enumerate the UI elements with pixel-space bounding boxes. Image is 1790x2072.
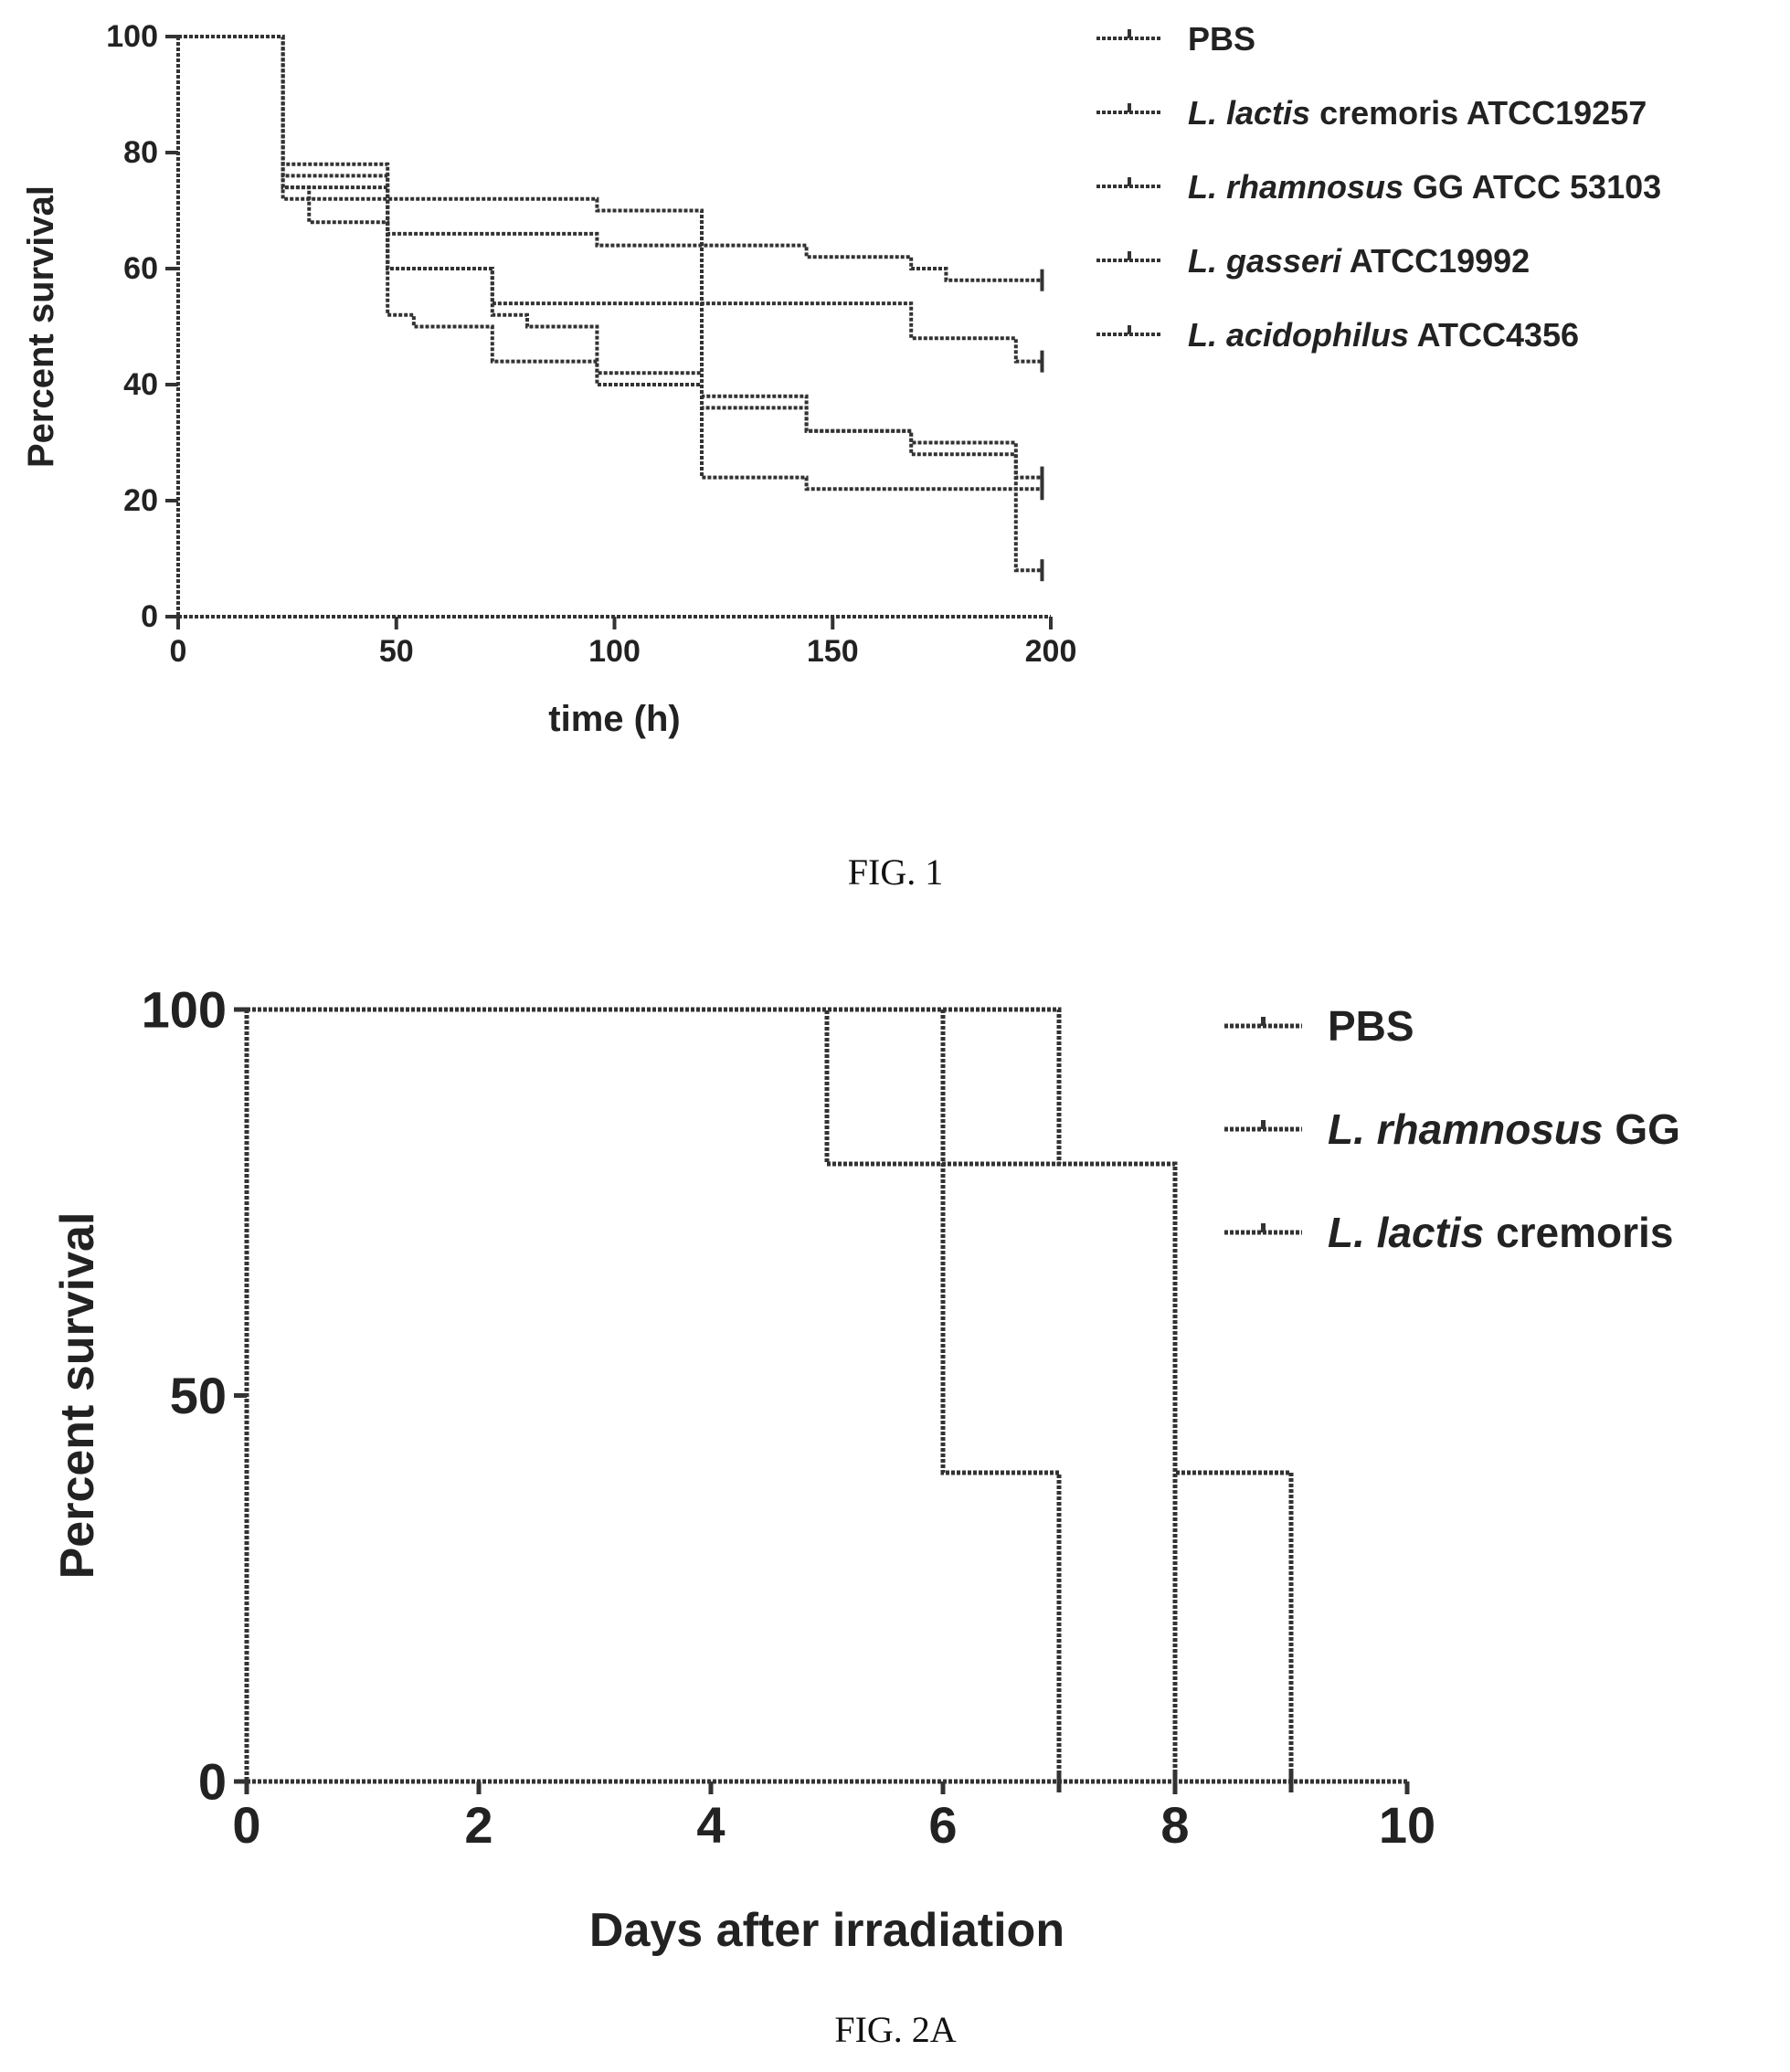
series-line (247, 1007, 1062, 1781)
legend-label: L. lactis cremoris ATCC19257 (1188, 94, 1647, 132)
legend-label-strain: PBS (1328, 1002, 1414, 1050)
x-tick-label: 2 (464, 1796, 493, 1854)
legend-label: L. acidophilus ATCC4356 (1188, 316, 1579, 354)
legend-label-strain: ATCC19992 (1341, 242, 1530, 280)
legend-label-strain: GG ATCC 53103 (1403, 168, 1661, 206)
legend-label-strain: GG (1604, 1105, 1680, 1153)
legend-label-species: L. gasseri (1188, 242, 1342, 280)
legend-label: L. gasseri ATCC19992 (1188, 242, 1530, 280)
legend-label-species: L. rhamnosus (1328, 1105, 1604, 1153)
legend-label: PBS (1188, 20, 1255, 58)
legend-label-strain: cremoris (1484, 1209, 1673, 1256)
x-tick-label: 200 (1025, 634, 1077, 669)
y-tick-label: 100 (142, 981, 227, 1039)
chart-fig2a: 0 50 100 0 2 4 6 8 10 Days after irradiation Perce… (51, 981, 1680, 1958)
legend-label: L. lactis cremoris (1328, 1209, 1673, 1256)
x-tick-label: 10 (1379, 1796, 1435, 1854)
x-tick-label: 8 (1160, 1796, 1189, 1854)
x-tick-label: 0 (170, 634, 187, 669)
series-line (178, 35, 1043, 282)
y-tick-label: 80 (123, 135, 158, 170)
x-tick-label: 6 (928, 1796, 957, 1854)
x-axis-label: time (h) (548, 699, 680, 739)
chart-fig1: 0 20 40 60 80 100 0 50 100 150 200 time (h) Percent … (21, 19, 1661, 739)
legend-label-strain: cremoris ATCC19257 (1310, 94, 1647, 132)
x-tick-label: 4 (696, 1796, 725, 1854)
x-tick-label: 150 (807, 634, 859, 669)
legend-label: L. rhamnosus GG ATCC 53103 (1188, 168, 1661, 206)
legend-label-species: L. acidophilus (1188, 316, 1409, 354)
y-tick-label: 0 (198, 1753, 227, 1811)
y-tick-label: 0 (141, 599, 158, 634)
y-tick-label: 100 (106, 19, 158, 54)
y-tick-label: 50 (170, 1367, 227, 1424)
caption-fig1: FIG. 1 (848, 851, 943, 893)
series-line (178, 35, 1043, 573)
y-tick-label: 60 (123, 251, 158, 286)
series-line (247, 1007, 1294, 1781)
legend-label-species: L. rhamnosus (1188, 168, 1403, 206)
x-tick-label: 50 (379, 634, 414, 669)
legend-label-strain: PBS (1188, 20, 1255, 58)
legend-label-species: L. lactis (1328, 1209, 1484, 1256)
series-line (247, 1007, 1178, 1781)
series-line (178, 35, 1043, 364)
y-tick-label: 40 (123, 367, 158, 402)
legend-label: PBS (1328, 1002, 1414, 1050)
caption-fig2a: FIG. 2A (834, 2009, 956, 2050)
x-tick-label: 0 (232, 1796, 260, 1854)
legend-label: L. rhamnosus GG (1328, 1105, 1680, 1153)
x-axis-label: Days after irradiation (589, 1904, 1064, 1957)
y-axis-label: Percent survival (21, 185, 61, 468)
legend-label-strain: ATCC4356 (1409, 316, 1579, 354)
y-axis-label: Percent survival (51, 1212, 104, 1580)
legend-label-species: L. lactis (1188, 94, 1310, 132)
x-tick-label: 100 (588, 634, 641, 669)
series-line (178, 35, 1043, 492)
y-tick-label: 20 (123, 483, 158, 518)
series-line (178, 35, 1043, 480)
